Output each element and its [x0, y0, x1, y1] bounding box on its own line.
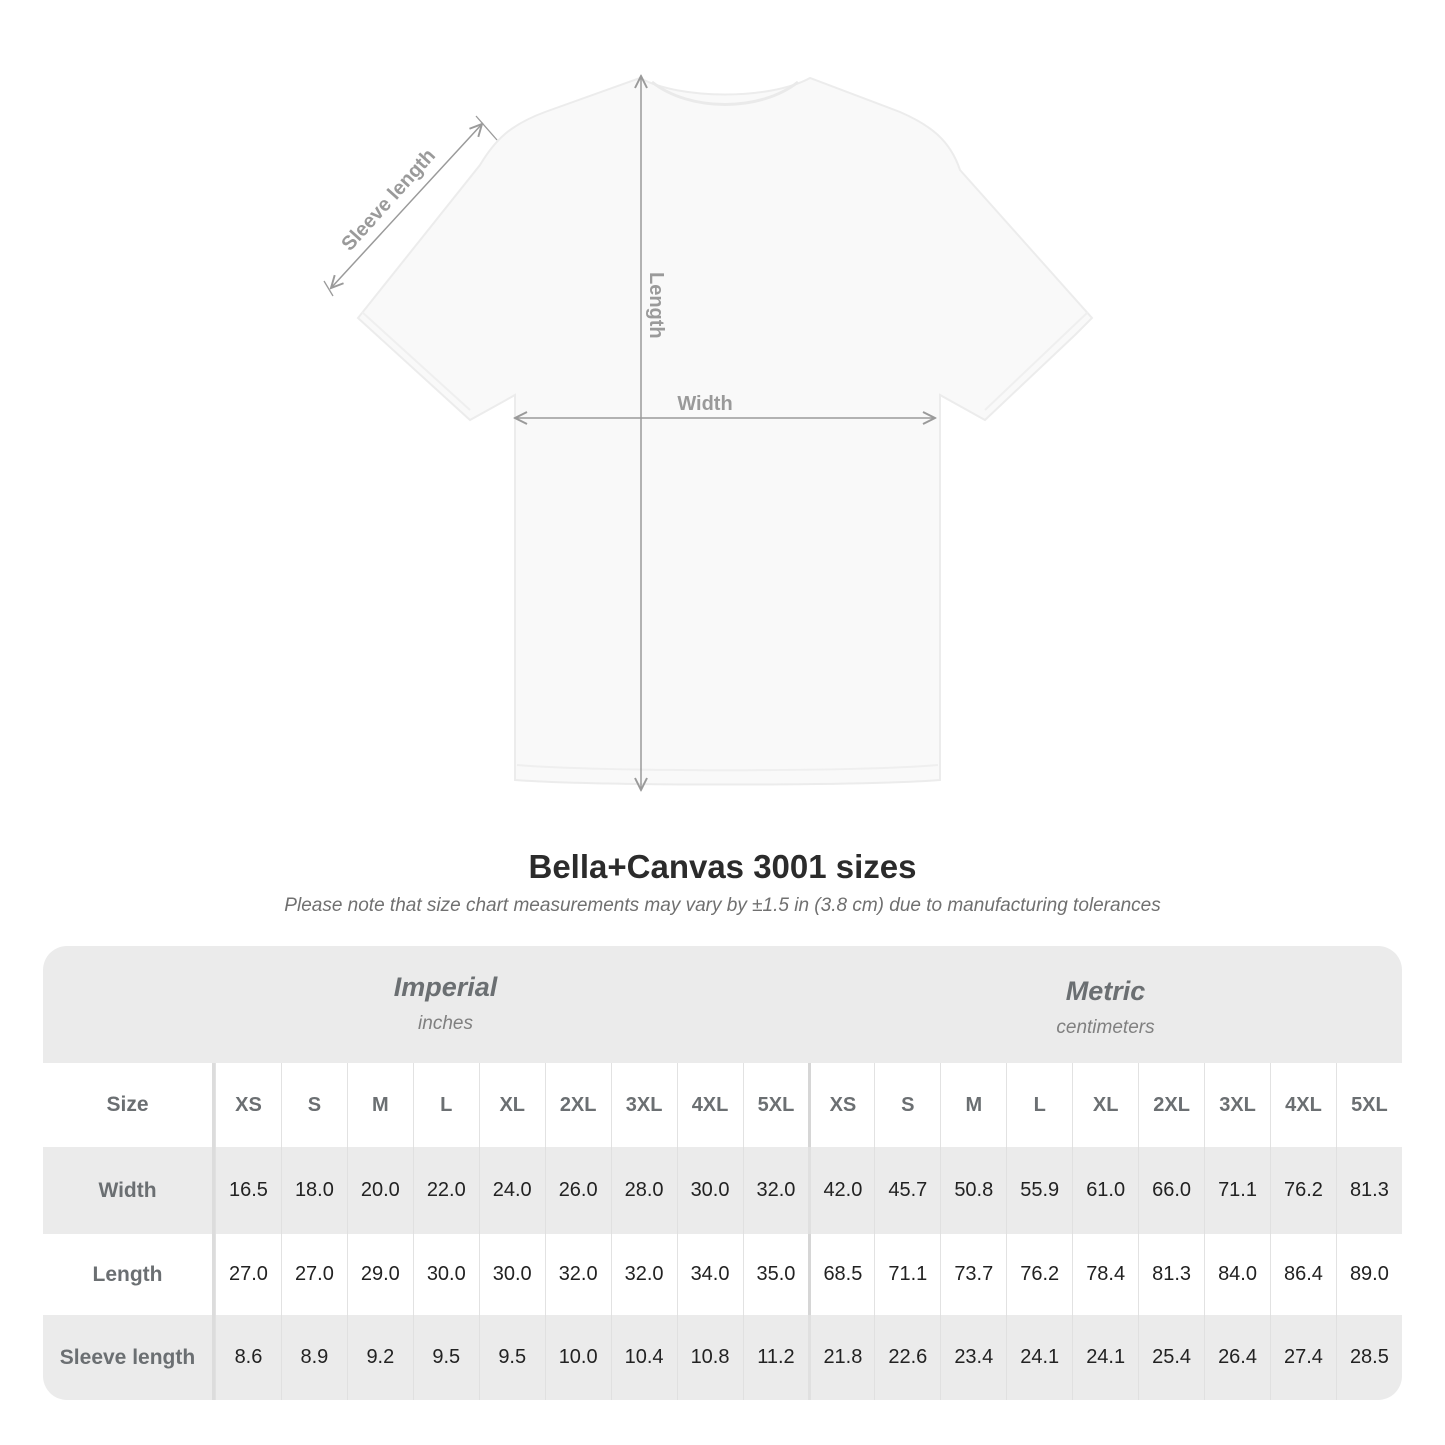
size-header-cell: 5XL [1335, 1063, 1402, 1147]
chart-title: Bella+Canvas 3001 sizes [528, 848, 917, 885]
metric-value-cell: 42.0 [808, 1147, 874, 1234]
size-header-cell: 4XL [676, 1063, 743, 1147]
size-header-row: Size XS S M L XL 2XL 3XL 4XL 5XL XS S M L XL 2XL 3XL 4XL 5… [43, 1063, 1402, 1147]
metric-title: Metric [1065, 976, 1146, 1006]
metric-value-cell: 89.0 [1335, 1234, 1402, 1315]
row-label: Width [43, 1147, 215, 1234]
imperial-value-cell: 22.0 [412, 1147, 479, 1234]
metric-value-cell: 22.6 [874, 1315, 940, 1400]
size-header-cell: 2XL [1138, 1063, 1204, 1147]
size-header-cell: XL [1072, 1063, 1138, 1147]
size-header-cell: XS [808, 1063, 874, 1147]
size-header-cell: XS [215, 1063, 281, 1147]
metric-unit: centimeters [1056, 1017, 1155, 1038]
imperial-value-cell: 32.0 [544, 1234, 611, 1315]
metric-value-cell: 68.5 [808, 1234, 874, 1315]
width-label: Width [677, 393, 732, 415]
table-row: Width 16.5 18.0 20.0 22.0 24.0 26.0 28.0 30.0 32.… [43, 1147, 1402, 1234]
imperial-value-cell: 18.0 [280, 1147, 347, 1234]
tshirt-diagram: Sleeve length Length Width [323, 0, 1094, 840]
imperial-value-cell: 10.4 [610, 1315, 677, 1400]
imperial-value-cell: 9.2 [346, 1315, 413, 1400]
size-header-cell: 3XL [1204, 1063, 1270, 1147]
metric-value-cell: 81.3 [1335, 1147, 1402, 1234]
metric-value-cell: 71.1 [1204, 1147, 1270, 1234]
imperial-value-cell: 27.0 [215, 1234, 281, 1315]
metric-value-cell: 76.2 [1270, 1147, 1336, 1234]
table-header-band [43, 946, 1402, 1063]
imperial-value-cell: 9.5 [478, 1315, 545, 1400]
size-header-cell: 2XL [544, 1063, 611, 1147]
metric-value-cell: 66.0 [1138, 1147, 1204, 1234]
imperial-unit: inches [418, 1013, 473, 1034]
metric-value-cell: 26.4 [1204, 1315, 1270, 1400]
imperial-value-cell: 35.0 [742, 1234, 809, 1315]
metric-value-cell: 21.8 [808, 1315, 874, 1400]
table-row: Sleeve length 8.6 8.9 9.2 9.5 9.5 10.0 10.4 10.8… [43, 1315, 1402, 1400]
imperial-value-cell: 24.0 [478, 1147, 545, 1234]
tshirt-shape [356, 76, 1094, 786]
imperial-value-cell: 10.8 [676, 1315, 743, 1400]
metric-value-cell: 55.9 [1006, 1147, 1072, 1234]
size-header-cell: M [346, 1063, 413, 1147]
metric-value-cell: 25.4 [1138, 1315, 1204, 1400]
imperial-value-cell: 16.5 [215, 1147, 281, 1234]
metric-value-cell: 45.7 [874, 1147, 940, 1234]
sleeve-dimension-line [331, 124, 482, 288]
row-label: Size [43, 1063, 215, 1147]
imperial-value-cell: 29.0 [346, 1234, 413, 1315]
imperial-value-cell: 32.0 [742, 1147, 809, 1234]
metric-value-cell: 28.5 [1335, 1315, 1402, 1400]
imperial-value-cell: 28.0 [610, 1147, 677, 1234]
metric-value-cell: 61.0 [1072, 1147, 1138, 1234]
metric-value-cell: 24.1 [1006, 1315, 1072, 1400]
row-label: Sleeve length [43, 1315, 215, 1400]
imperial-value-cell: 30.0 [478, 1234, 545, 1315]
size-header-cell: 5XL [742, 1063, 809, 1147]
size-header-cell: S [280, 1063, 347, 1147]
tolerance-note: Please note that size chart measurements… [284, 895, 1161, 916]
imperial-value-cell: 8.6 [215, 1315, 281, 1400]
length-label: Length [645, 272, 667, 339]
size-header-cell: 4XL [1270, 1063, 1336, 1147]
row-label: Length [43, 1234, 215, 1315]
metric-value-cell: 50.8 [940, 1147, 1006, 1234]
metric-header: Metric centimeters [809, 976, 1402, 1039]
imperial-value-cell: 20.0 [346, 1147, 413, 1234]
imperial-value-cell: 30.0 [676, 1147, 743, 1234]
size-table: Imperial inches Metric centimeters Size X… [43, 946, 1402, 1400]
imperial-value-cell: 27.0 [280, 1234, 347, 1315]
metric-value-cell: 86.4 [1270, 1234, 1336, 1315]
metric-value-cell: 23.4 [940, 1315, 1006, 1400]
metric-value-cell: 27.4 [1270, 1315, 1336, 1400]
size-header-cell: L [412, 1063, 479, 1147]
metric-value-cell: 73.7 [940, 1234, 1006, 1315]
size-header-cell: M [940, 1063, 1006, 1147]
imperial-value-cell: 32.0 [610, 1234, 677, 1315]
size-header-cell: L [1006, 1063, 1072, 1147]
size-header-cell: S [874, 1063, 940, 1147]
metric-value-cell: 81.3 [1138, 1234, 1204, 1315]
metric-value-cell: 24.1 [1072, 1315, 1138, 1400]
metric-value-cell: 76.2 [1006, 1234, 1072, 1315]
imperial-value-cell: 26.0 [544, 1147, 611, 1234]
imperial-value-cell: 30.0 [412, 1234, 479, 1315]
imperial-value-cell: 11.2 [742, 1315, 809, 1400]
size-header-cell: 3XL [610, 1063, 677, 1147]
imperial-value-cell: 9.5 [412, 1315, 479, 1400]
imperial-value-cell: 34.0 [676, 1234, 743, 1315]
metric-value-cell: 71.1 [874, 1234, 940, 1315]
metric-value-cell: 78.4 [1072, 1234, 1138, 1315]
imperial-header: Imperial inches [215, 972, 676, 1035]
imperial-value-cell: 8.9 [280, 1315, 347, 1400]
imperial-title: Imperial [393, 972, 498, 1002]
size-header-cell: XL [478, 1063, 545, 1147]
table-row: Length 27.0 27.0 29.0 30.0 30.0 32.0 32.0 34.0 35… [43, 1234, 1402, 1315]
imperial-value-cell: 10.0 [544, 1315, 611, 1400]
metric-value-cell: 84.0 [1204, 1234, 1270, 1315]
